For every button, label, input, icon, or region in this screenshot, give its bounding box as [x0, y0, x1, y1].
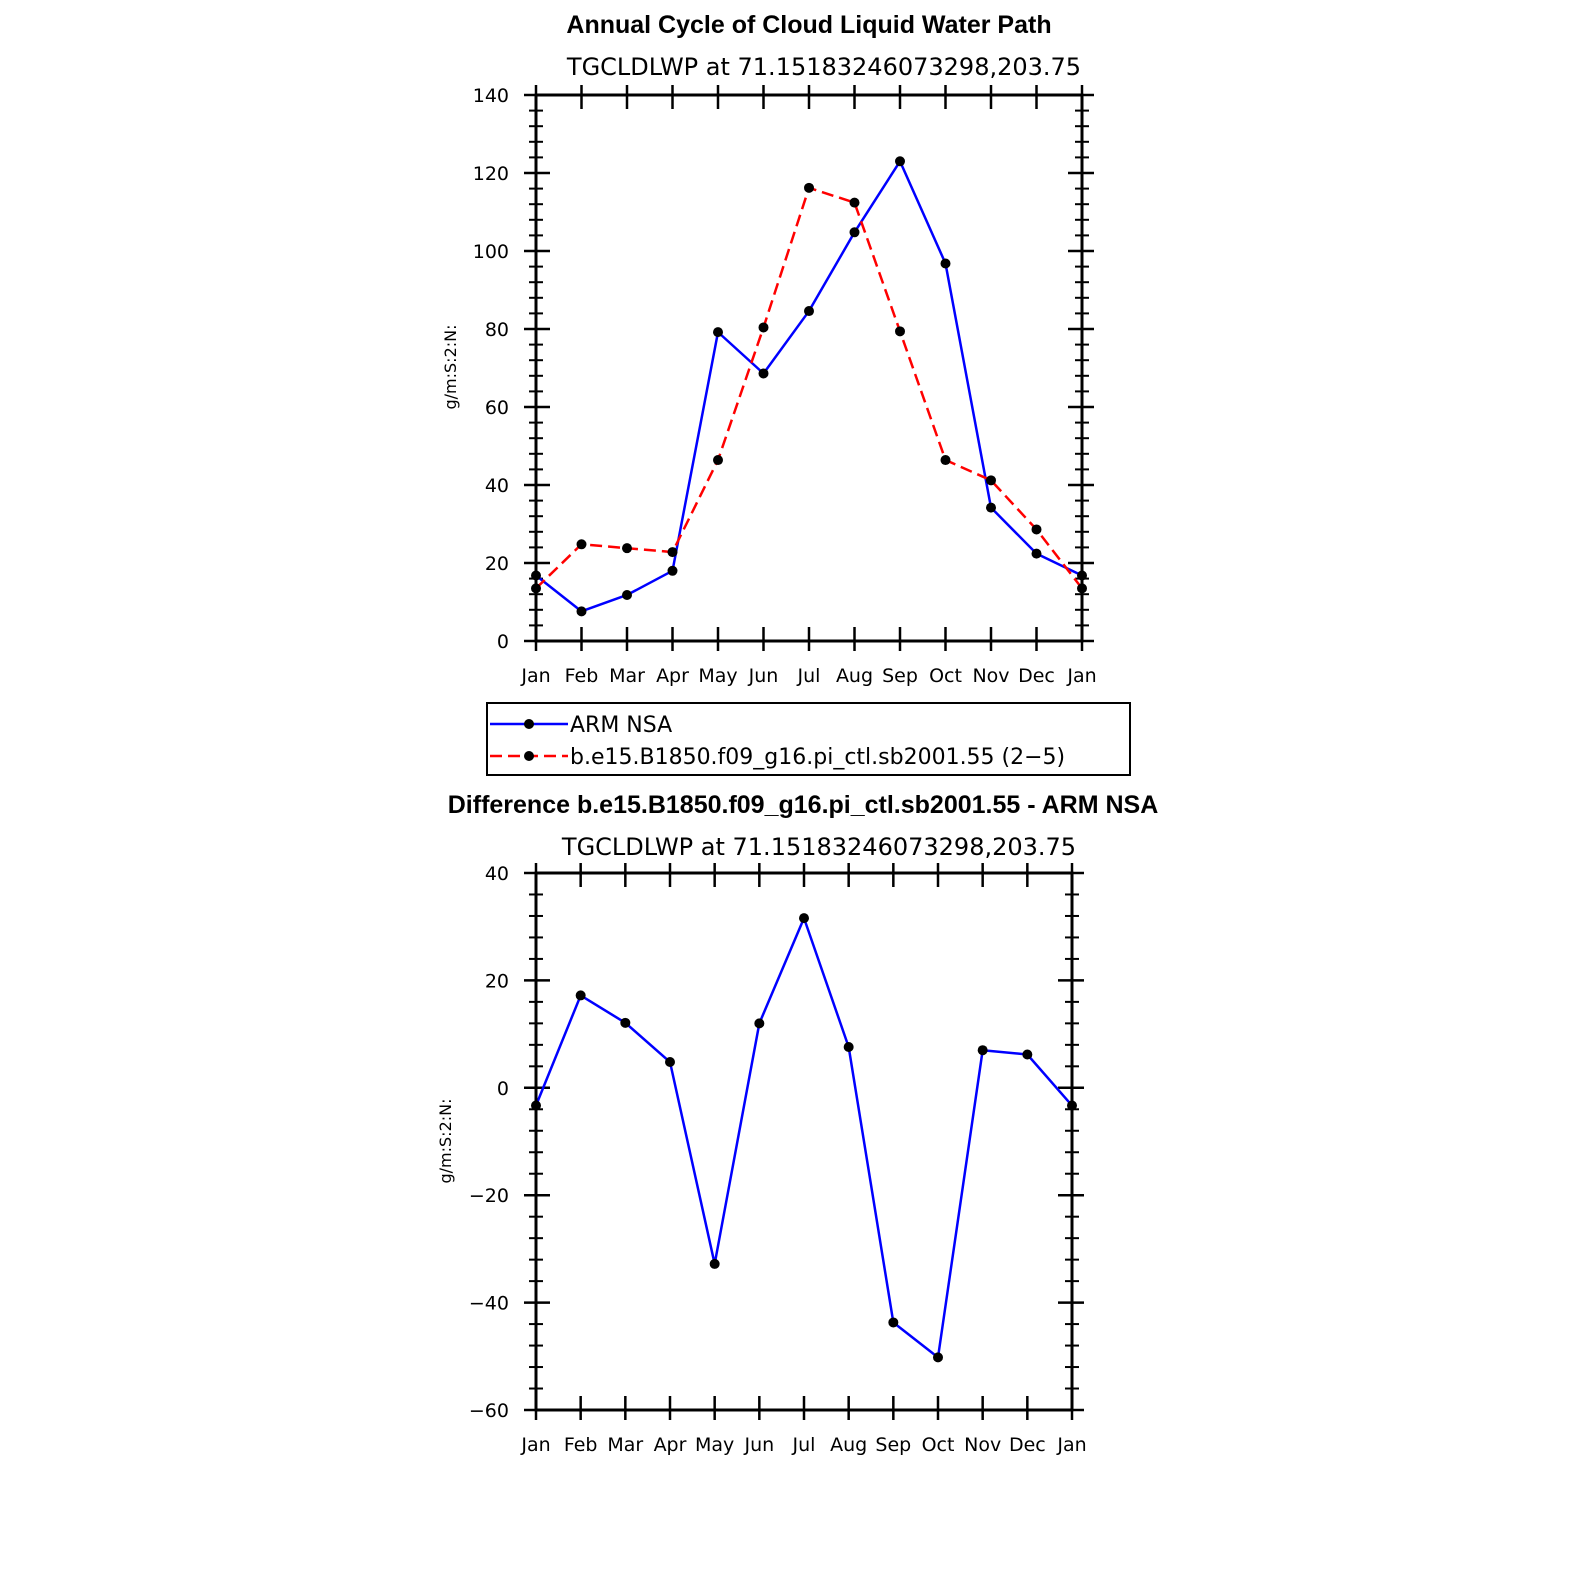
data-point — [713, 327, 723, 338]
x-tick-label: Apr — [656, 665, 689, 687]
x-tick-label: Mar — [607, 1434, 643, 1456]
y-tick-label: 0 — [497, 631, 509, 653]
data-point — [665, 1057, 675, 1068]
data-point — [843, 1041, 854, 1052]
annual-cycle-chart: Annual Cycle of Cloud Liquid Water Path … — [441, 11, 1097, 687]
x-tick-label: Feb — [564, 1434, 598, 1456]
y-axis-label: g/m:S:2:N: — [436, 1099, 455, 1184]
data-point — [895, 156, 905, 167]
data-point — [940, 455, 951, 466]
x-tick-label: Nov — [972, 665, 1009, 687]
legend-marker-arm-nsa — [524, 719, 534, 729]
data-point — [888, 1317, 899, 1328]
y-tick-label: 100 — [473, 241, 509, 263]
y-tick-label: −20 — [469, 1185, 509, 1207]
x-tick-label: May — [695, 1434, 734, 1456]
x-tick-label: May — [698, 665, 737, 687]
data-point — [622, 589, 632, 600]
plot-frame — [534, 93, 1084, 643]
data-point — [620, 1017, 631, 1028]
data-point — [576, 606, 587, 617]
data-point — [940, 258, 951, 269]
x-tick-label: Jan — [520, 665, 550, 687]
x-tick-label: Sep — [875, 1434, 911, 1456]
difference-chart: Difference b.e15.B1850.f09_g16.pi_ctl.sb… — [436, 791, 1158, 1456]
data-point — [667, 565, 678, 576]
legend-label-model: b.e15.B1850.f09_g16.pi_ctl.sb2001.55 (2−… — [570, 745, 1065, 770]
y-tick-label: −60 — [469, 1400, 509, 1422]
x-tick-label: Jul — [797, 665, 821, 687]
x-tick-label: Nov — [964, 1434, 1001, 1456]
x-tick-label: Jun — [748, 665, 779, 687]
data-point — [849, 227, 860, 238]
x-tick-label: Jan — [1066, 665, 1096, 687]
data-point — [758, 322, 769, 333]
series-line-0 — [535, 160, 1083, 613]
data-point — [1031, 524, 1042, 535]
x-tick-label: Oct — [922, 1434, 955, 1456]
x-tick-label: Jan — [1056, 1434, 1086, 1456]
axis-ticks — [524, 863, 1084, 1420]
x-tick-label: Jan — [520, 1434, 550, 1456]
tick-labels: Jan Feb Mar Apr May Jun Jul Aug Sep Oct Nov Dec Jan 0… — [473, 85, 1097, 687]
chart-title: Difference b.e15.B1850.f09_g16.pi_ctl.sb… — [448, 791, 1159, 819]
y-tick-label: −40 — [469, 1293, 509, 1315]
y-axis-label: g/m:S:2:N: — [441, 325, 460, 410]
x-tick-label: Mar — [609, 665, 645, 687]
y-tick-label: 20 — [485, 553, 509, 575]
data-point — [895, 326, 905, 337]
x-tick-label: Jun — [743, 1434, 774, 1456]
data-point — [575, 990, 586, 1001]
data-point — [933, 1352, 943, 1363]
data-point — [977, 1045, 988, 1056]
data-point — [754, 1018, 765, 1029]
data-point — [849, 197, 860, 208]
legend: ARM NSA b.e15.B1850.f09_g16.pi_ctl.sb200… — [486, 702, 1131, 776]
data-point — [799, 913, 809, 924]
x-tick-label: Oct — [929, 665, 962, 687]
chart-title: Annual Cycle of Cloud Liquid Water Path — [566, 11, 1051, 39]
x-tick-label: Feb — [565, 665, 599, 687]
y-tick-label: 80 — [485, 319, 509, 341]
data-point — [1022, 1049, 1033, 1060]
y-tick-label: 140 — [473, 85, 509, 107]
data-point — [713, 455, 723, 466]
legend-box — [486, 702, 1131, 776]
series-layer — [531, 156, 1087, 617]
y-tick-label: 0 — [497, 1078, 509, 1100]
x-tick-label: Aug — [836, 665, 873, 687]
data-point — [758, 368, 769, 379]
axis-ticks — [524, 85, 1094, 651]
x-tick-label: Dec — [1018, 665, 1055, 687]
y-tick-label: 120 — [473, 163, 509, 185]
legend-label-arm-nsa: ARM NSA — [570, 713, 672, 738]
series-line-1 — [535, 186, 1083, 590]
y-tick-label: 20 — [485, 970, 509, 992]
data-point — [986, 475, 996, 486]
data-point — [986, 502, 996, 513]
series-layer — [531, 913, 1077, 1363]
legend-marker-model — [524, 751, 534, 761]
x-tick-label: Jul — [792, 1434, 816, 1456]
y-tick-label: 40 — [485, 475, 509, 497]
x-tick-label: Dec — [1009, 1434, 1046, 1456]
x-tick-label: Sep — [882, 665, 918, 687]
y-tick-label: 40 — [485, 863, 509, 885]
x-tick-label: Apr — [654, 1434, 687, 1456]
data-point — [804, 306, 814, 317]
data-point — [1031, 548, 1042, 559]
data-point — [667, 547, 678, 558]
data-point — [709, 1258, 720, 1269]
plot-frame — [534, 871, 1074, 1412]
x-tick-label: Aug — [830, 1434, 867, 1456]
data-point — [576, 539, 587, 550]
y-tick-label: 60 — [485, 397, 509, 419]
data-point — [804, 182, 814, 193]
chart-subtitle: TGCLDLWP at 71.15183246073298,203.75 — [566, 53, 1081, 81]
chart-subtitle: TGCLDLWP at 71.15183246073298,203.75 — [561, 833, 1076, 861]
data-point — [622, 543, 632, 554]
tick-labels: Jan Feb Mar Apr May Jun Jul Aug Sep Oct Nov Dec Jan−… — [469, 863, 1087, 1456]
series-line-0 — [534, 916, 1073, 1359]
